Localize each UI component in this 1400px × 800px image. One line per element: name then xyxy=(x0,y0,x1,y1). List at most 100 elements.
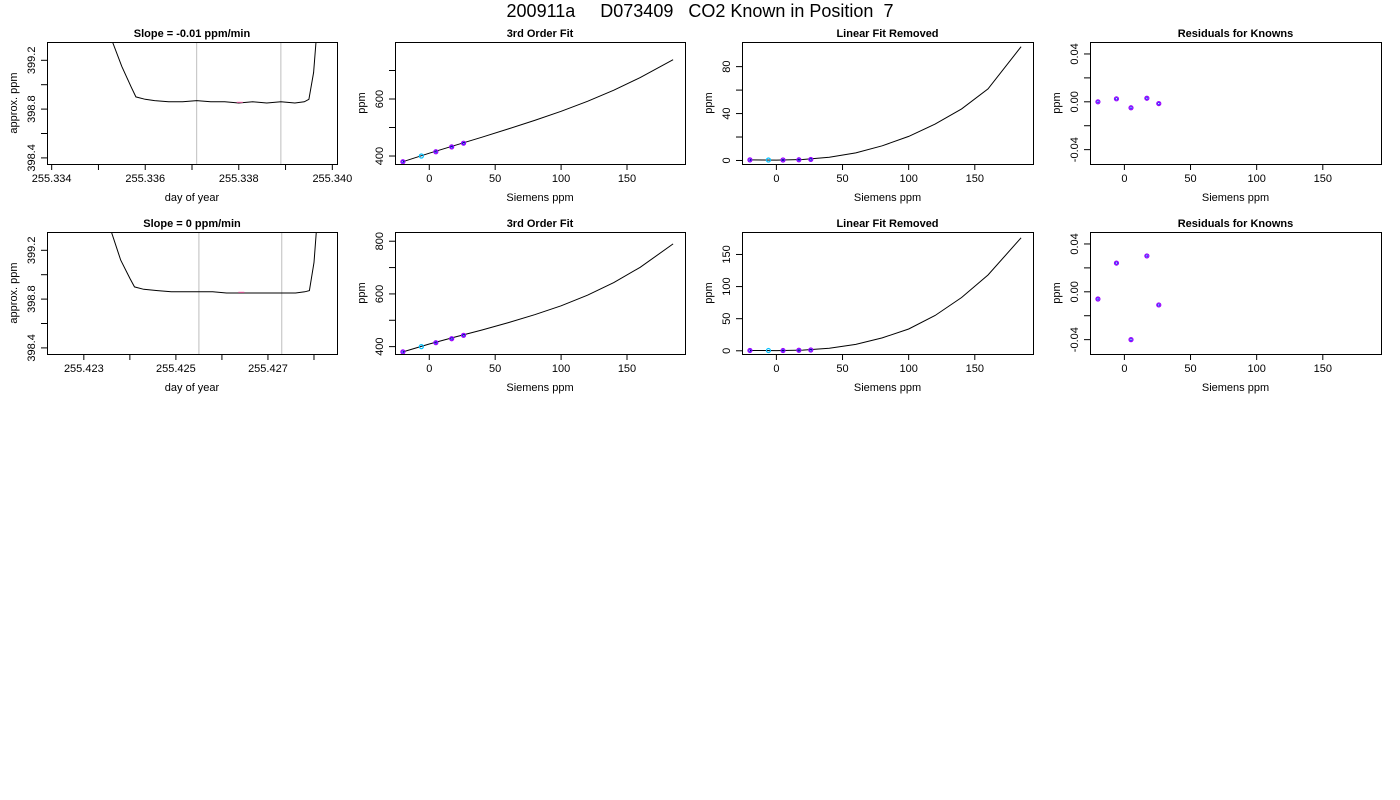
panel-title: 3rd Order Fit xyxy=(507,218,574,230)
y-tick-label: 398.4 xyxy=(26,144,38,172)
fit-curve xyxy=(749,46,1022,161)
data-point-core xyxy=(748,158,752,162)
y-tick-label: 600 xyxy=(374,90,386,108)
chart-panel-7: Linear Fit Removed 0 50 100 150 Siemens ppm 0 5… xyxy=(703,218,1034,394)
panel-title: 3rd Order Fit xyxy=(507,28,574,40)
x-tick-label: 0 xyxy=(773,173,779,185)
x-tick-label: 0 xyxy=(773,363,779,375)
y-tick-label: 50 xyxy=(721,313,733,325)
y-tick-label: 800 xyxy=(374,232,386,250)
x-tick-label: 150 xyxy=(966,173,984,185)
x-tick-label: 0 xyxy=(1121,363,1127,375)
y-axis-label: ppm xyxy=(703,282,715,303)
data-point-core xyxy=(809,158,813,161)
x-tick-label: 100 xyxy=(1247,363,1265,375)
data-point xyxy=(433,340,439,346)
data-point xyxy=(418,153,424,159)
plot-frame xyxy=(47,42,338,165)
data-point xyxy=(449,144,455,150)
plot-frame xyxy=(1090,42,1382,165)
plot-area xyxy=(747,46,1022,163)
data-point-core xyxy=(1115,97,1118,101)
chart-panel-2: 3rd Order Fit 0 50 100 150 Siemens ppm 400 600 p… xyxy=(356,28,686,204)
data-point xyxy=(418,344,424,350)
x-axis-label: Siemens ppm xyxy=(1202,192,1269,204)
data-point-core xyxy=(797,348,801,352)
x-tick-label: 150 xyxy=(1314,363,1332,375)
x-tick-label: 255.340 xyxy=(312,173,352,185)
data-point-core xyxy=(434,150,438,154)
data-point-core xyxy=(450,337,453,341)
fit-curve xyxy=(402,243,674,353)
data-point-core xyxy=(450,145,453,149)
data-point xyxy=(460,332,467,338)
y-axis-label: ppm xyxy=(356,282,368,303)
y-tick-label: 0.04 xyxy=(1069,43,1081,64)
fit-curve xyxy=(402,59,674,163)
data-point-core xyxy=(781,158,785,162)
y-axis-label: ppm xyxy=(356,92,368,113)
x-tick-label: 50 xyxy=(836,173,848,185)
x-tick-label: 50 xyxy=(489,363,501,375)
x-tick-label: 50 xyxy=(836,363,848,375)
data-trace xyxy=(110,232,317,294)
x-axis-label: Siemens ppm xyxy=(506,382,573,394)
x-tick-label: 150 xyxy=(966,363,984,375)
y-tick-label: 0 xyxy=(721,157,733,163)
data-point xyxy=(1113,96,1120,102)
panel-title: Linear Fit Removed xyxy=(836,28,938,40)
plot-frame xyxy=(395,42,686,165)
y-tick-label: 399.2 xyxy=(26,237,38,265)
x-tick-label: 100 xyxy=(1247,173,1265,185)
plot-area xyxy=(1095,95,1162,111)
data-point xyxy=(808,347,814,353)
x-tick-label: 50 xyxy=(1184,173,1196,185)
x-axis-label: day of year xyxy=(165,382,220,394)
panel-title: Linear Fit Removed xyxy=(836,218,938,230)
plot-area xyxy=(400,243,674,354)
page-title: 200911a D073409 CO2 Known in Position 7 xyxy=(506,1,894,21)
x-tick-label: 0 xyxy=(1121,173,1127,185)
chart-panel-6: 3rd Order Fit 0 50 100 150 Siemens ppm 400 600 8… xyxy=(356,218,686,394)
data-point-core xyxy=(401,160,405,164)
data-point xyxy=(449,336,455,342)
data-point-core xyxy=(748,349,752,352)
data-point xyxy=(400,159,406,164)
data-point-core xyxy=(462,141,465,145)
data-point xyxy=(796,157,802,163)
chart-panel-8: Residuals for Knowns 0 50 100 150 Siemens ppm… xyxy=(1051,218,1382,394)
y-axis-label: ppm xyxy=(703,92,715,113)
data-point xyxy=(1113,260,1120,266)
data-point-core xyxy=(1157,102,1161,105)
plot-frame xyxy=(742,232,1034,355)
y-tick-label: 0.04 xyxy=(1069,233,1081,254)
x-axis-label: Siemens ppm xyxy=(506,192,573,204)
plot-area xyxy=(112,42,317,104)
x-tick-label: 150 xyxy=(618,173,636,185)
data-point xyxy=(1095,99,1101,105)
panel-title: Residuals for Knowns xyxy=(1178,28,1294,40)
data-point-core xyxy=(1129,106,1133,110)
x-tick-label: 255.425 xyxy=(156,363,196,375)
data-point xyxy=(1095,296,1101,302)
chart-panel-4: Residuals for Knowns 0 50 100 150 Siemens ppm… xyxy=(1051,28,1382,204)
data-point xyxy=(780,157,786,163)
data-point-core xyxy=(434,341,438,344)
data-point xyxy=(747,157,753,163)
x-tick-label: 100 xyxy=(552,363,570,375)
y-axis-label: ppm xyxy=(1051,92,1063,113)
y-tick-label: 398.8 xyxy=(26,285,38,313)
data-point xyxy=(780,347,786,354)
plot-frame xyxy=(1090,232,1382,355)
plot-area xyxy=(747,237,1022,354)
plot-frame xyxy=(395,232,686,355)
y-tick-label: 150 xyxy=(721,245,733,263)
data-point xyxy=(808,156,814,163)
x-axis-label: Siemens ppm xyxy=(854,382,921,394)
data-point xyxy=(1144,253,1150,259)
chart-panel-3: Linear Fit Removed 0 50 100 150 Siemens ppm 0 4… xyxy=(703,28,1034,204)
data-point xyxy=(1156,100,1162,107)
chart-panel-5: Slope = 0 ppm/min 255.423 255.425 255.427 da… xyxy=(8,218,338,394)
x-tick-label: 150 xyxy=(618,363,636,375)
